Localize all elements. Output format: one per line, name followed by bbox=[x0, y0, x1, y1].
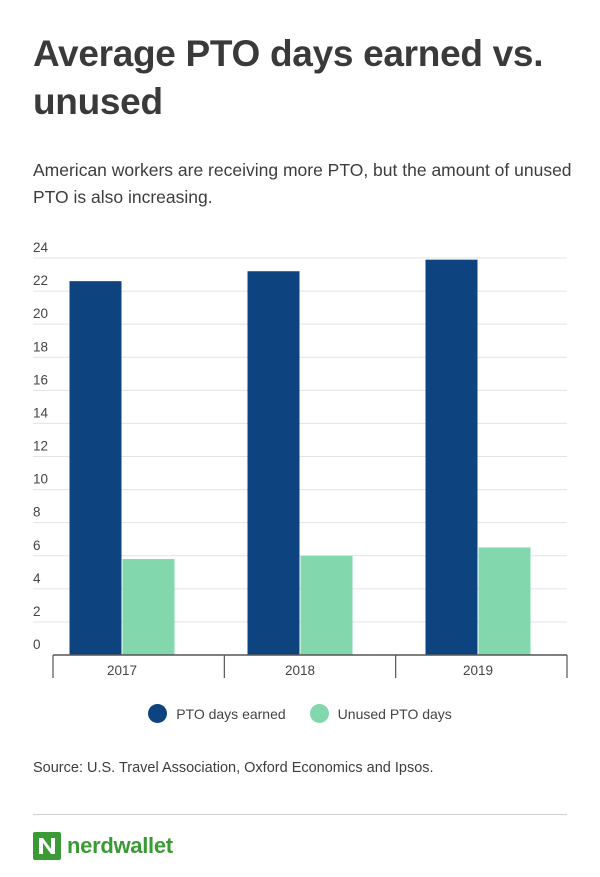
bar-earned bbox=[425, 259, 478, 655]
legend-swatch-unused bbox=[309, 704, 329, 723]
y-tick-label: 18 bbox=[33, 339, 48, 354]
y-tick-label: 2 bbox=[33, 604, 41, 619]
y-tick-label: 4 bbox=[33, 571, 41, 586]
brand-name: nerdwallet bbox=[67, 833, 173, 858]
y-tick-label: 8 bbox=[33, 505, 41, 520]
y-tick-label: 16 bbox=[33, 372, 48, 387]
brand-logo: nerdwallet bbox=[33, 832, 173, 860]
x-tick-label: 2017 bbox=[107, 663, 137, 678]
x-tick-label: 2018 bbox=[285, 663, 315, 678]
legend-swatch-earned bbox=[148, 704, 168, 723]
y-tick-label: 20 bbox=[33, 306, 48, 321]
x-tick-label: 2019 bbox=[463, 663, 493, 678]
nerdwallet-logo-icon bbox=[33, 832, 61, 860]
chart-legend: PTO days earned Unused PTO days bbox=[0, 704, 600, 723]
y-tick-label: 22 bbox=[33, 273, 48, 288]
y-tick-label: 14 bbox=[33, 405, 49, 420]
y-tick-label: 6 bbox=[33, 538, 41, 553]
footer-divider bbox=[33, 814, 567, 815]
y-tick-label: 12 bbox=[33, 439, 48, 454]
legend-label-unused: Unused PTO days bbox=[337, 705, 452, 722]
y-tick-label: 24 bbox=[33, 240, 49, 255]
bar-unused bbox=[478, 547, 531, 655]
bar-unused bbox=[300, 555, 353, 655]
chart-title: Average PTO days earned vs. unused bbox=[33, 33, 544, 122]
chart-subtitle: American workers are receiving more PTO,… bbox=[33, 160, 572, 207]
bar-unused bbox=[122, 559, 175, 655]
bar-earned bbox=[247, 271, 300, 655]
y-tick-label: 0 bbox=[33, 637, 41, 652]
y-tick-label: 10 bbox=[33, 472, 48, 487]
legend-item-unused: Unused PTO days bbox=[309, 704, 452, 723]
bar-earned bbox=[69, 281, 122, 655]
legend-label-earned: PTO days earned bbox=[176, 705, 286, 722]
source-note: Source: U.S. Travel Association, Oxford … bbox=[33, 760, 434, 776]
legend-item-earned: PTO days earned bbox=[148, 704, 286, 723]
